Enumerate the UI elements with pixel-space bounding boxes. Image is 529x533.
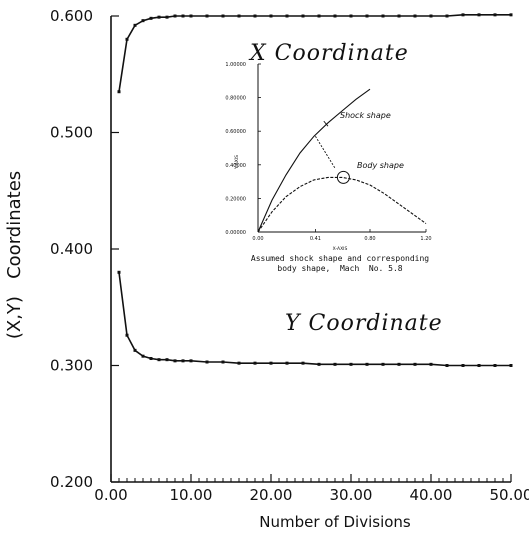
data-point xyxy=(413,14,417,18)
inset-body-line xyxy=(257,176,427,233)
data-point xyxy=(365,14,369,18)
data-point xyxy=(285,361,289,365)
inset-chart: 0.00 0.41 0.80 1.20 0.00000 0.20000 0.40000 0.6… xyxy=(222,60,447,295)
inset-connector-line xyxy=(315,136,336,169)
data-point xyxy=(397,362,401,366)
data-point xyxy=(133,23,137,27)
data-point xyxy=(173,14,177,18)
inset-x-axis-label: X-AXIS xyxy=(333,246,348,252)
data-point xyxy=(133,348,137,352)
data-point xyxy=(181,359,185,363)
data-point xyxy=(189,14,193,18)
inset-y-tick-label: 0.20000 xyxy=(225,196,246,202)
data-point xyxy=(221,360,225,364)
inset-shock-pointer xyxy=(323,120,329,127)
x-tick-label: 20.00 xyxy=(250,486,293,504)
data-point xyxy=(165,358,169,362)
data-point xyxy=(333,14,337,18)
y-tick-label: 0.400 xyxy=(50,240,93,258)
data-point xyxy=(317,362,321,366)
data-point xyxy=(413,362,417,366)
y-axis-label: (X,Y) Coordinates xyxy=(4,171,25,339)
data-point xyxy=(205,14,209,18)
inset-y-axis-label: Y-AXIS xyxy=(234,155,240,170)
data-point xyxy=(269,361,273,365)
data-point xyxy=(157,358,161,362)
data-point xyxy=(301,14,305,18)
data-point xyxy=(189,359,193,363)
data-point xyxy=(445,364,449,367)
data-point xyxy=(301,361,305,365)
inset-y-tick-label: 1.00000 xyxy=(225,62,246,68)
inset-annotation-body: Body shape xyxy=(357,161,404,170)
x-tick-label: 40.00 xyxy=(410,486,453,504)
x-tick-label: 10.00 xyxy=(170,486,213,504)
data-point xyxy=(149,16,153,20)
data-point xyxy=(125,37,129,41)
data-point xyxy=(285,14,289,18)
data-point xyxy=(205,360,209,364)
data-point xyxy=(477,364,481,367)
data-point xyxy=(509,364,513,367)
data-point xyxy=(349,362,353,366)
data-point xyxy=(333,362,337,366)
inset-y-tick-label: 0.60000 xyxy=(225,129,246,135)
data-point xyxy=(317,14,321,18)
inset-annotation-shock: Shock shape xyxy=(340,111,391,120)
y-tick-label: 0.500 xyxy=(50,124,93,142)
inset-y-tick-label: 0.40000 xyxy=(225,163,246,169)
data-point xyxy=(253,14,257,18)
data-point xyxy=(397,14,401,18)
data-point xyxy=(173,359,177,363)
data-point xyxy=(349,14,353,18)
x-tick-label: 30.00 xyxy=(330,486,373,504)
y-tick-label: 0.200 xyxy=(50,473,93,491)
data-point xyxy=(429,362,433,366)
inset-caption-line1: Assumed shock shape and corresponding xyxy=(251,254,429,263)
data-point xyxy=(149,357,153,361)
data-point xyxy=(117,90,121,94)
data-point xyxy=(141,354,145,358)
x-tick-label: 50.00 xyxy=(490,486,529,504)
inset-x-tick-label: 1.20 xyxy=(420,236,431,242)
data-point xyxy=(269,14,273,18)
data-point xyxy=(477,13,481,17)
inset-caption-line2: body shape, Mach No. 5.8 xyxy=(277,264,402,273)
data-point xyxy=(365,362,369,366)
inset-body-marker xyxy=(336,170,350,184)
data-point xyxy=(117,270,121,274)
data-point xyxy=(493,13,497,17)
data-point xyxy=(253,361,257,365)
data-point xyxy=(445,14,449,18)
data-point xyxy=(181,14,185,18)
y-tick-label: 0.300 xyxy=(50,357,93,375)
series-label-y: Y Coordinate xyxy=(285,311,443,336)
data-point xyxy=(429,14,433,18)
data-point xyxy=(381,14,385,18)
data-point xyxy=(493,364,497,367)
inset-x-tick-label: 0.41 xyxy=(310,236,321,242)
data-point xyxy=(509,13,513,17)
data-point xyxy=(221,14,225,18)
data-point xyxy=(461,13,465,17)
inset-shock-line xyxy=(257,88,371,233)
x-axis-label: Number of Divisions xyxy=(259,513,411,531)
data-point xyxy=(381,362,385,366)
inset-y-tick-label: 0.80000 xyxy=(225,96,246,102)
data-point xyxy=(165,15,169,19)
data-point xyxy=(157,15,161,19)
inset-y-tick-label: 0.00000 xyxy=(225,230,246,236)
data-point xyxy=(237,14,241,18)
data-point xyxy=(141,19,145,23)
inset-x-tick-label: 0.80 xyxy=(364,236,375,242)
data-point xyxy=(461,364,465,367)
x-tick-label: 0.00 xyxy=(94,486,127,504)
data-point xyxy=(237,361,241,365)
y-tick-label: 0.600 xyxy=(50,7,93,25)
data-point xyxy=(125,333,129,337)
inset-x-tick-label: 0.00 xyxy=(252,236,263,242)
